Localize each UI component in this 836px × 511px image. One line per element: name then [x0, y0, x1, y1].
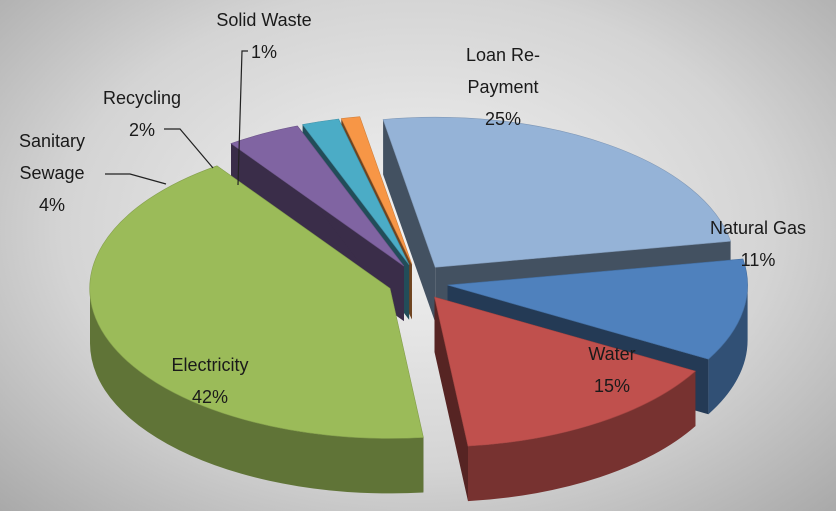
slice-label: Recycling 2%: [82, 82, 202, 146]
slice-top: [230, 125, 405, 267]
slice-top: [382, 116, 732, 268]
pie-slice: [434, 296, 697, 502]
slice-side: [383, 119, 436, 323]
slice-top: [434, 296, 697, 447]
category-name: Loan Re-Payment: [465, 45, 541, 97]
pie-slices: [89, 116, 748, 502]
value-label: 25%: [484, 109, 522, 129]
slice-label: Water 15%: [562, 338, 662, 402]
value-label: 11%: [740, 250, 776, 270]
slice-top: [340, 116, 413, 265]
slice-wall: [89, 288, 424, 494]
slice-wall: [708, 285, 748, 415]
slice-label: Loan Re-Payment 25%: [448, 39, 558, 135]
value-label: 1%: [250, 42, 277, 62]
category-name: Solid Waste: [216, 10, 312, 30]
slice-label: Electricity 42%: [130, 349, 290, 413]
slice-side: [434, 297, 468, 502]
slice-top: [447, 258, 748, 360]
slice-label: Sanitary Sewage 4%: [2, 125, 102, 221]
leader-line: [105, 173, 167, 185]
slice-top: [302, 118, 410, 265]
slice-label: Solid Waste 1%: [194, 4, 334, 68]
value-label: 15%: [593, 376, 631, 396]
slice-wall: [468, 371, 696, 502]
category-name: Sanitary Sewage: [18, 131, 86, 183]
category-name: Electricity: [171, 355, 249, 375]
value-label: 2%: [128, 120, 155, 140]
value-label: 42%: [191, 387, 229, 407]
category-name: Natural Gas: [709, 218, 807, 238]
value-label: 4%: [38, 195, 65, 215]
pie-slice: [89, 165, 424, 494]
leader-line: [237, 50, 248, 186]
slice-top: [89, 165, 424, 439]
category-name: Water: [588, 344, 636, 364]
leader-line: [164, 128, 214, 169]
slice-label: Natural Gas 11%: [683, 212, 833, 276]
category-name: Recycling: [102, 88, 182, 108]
